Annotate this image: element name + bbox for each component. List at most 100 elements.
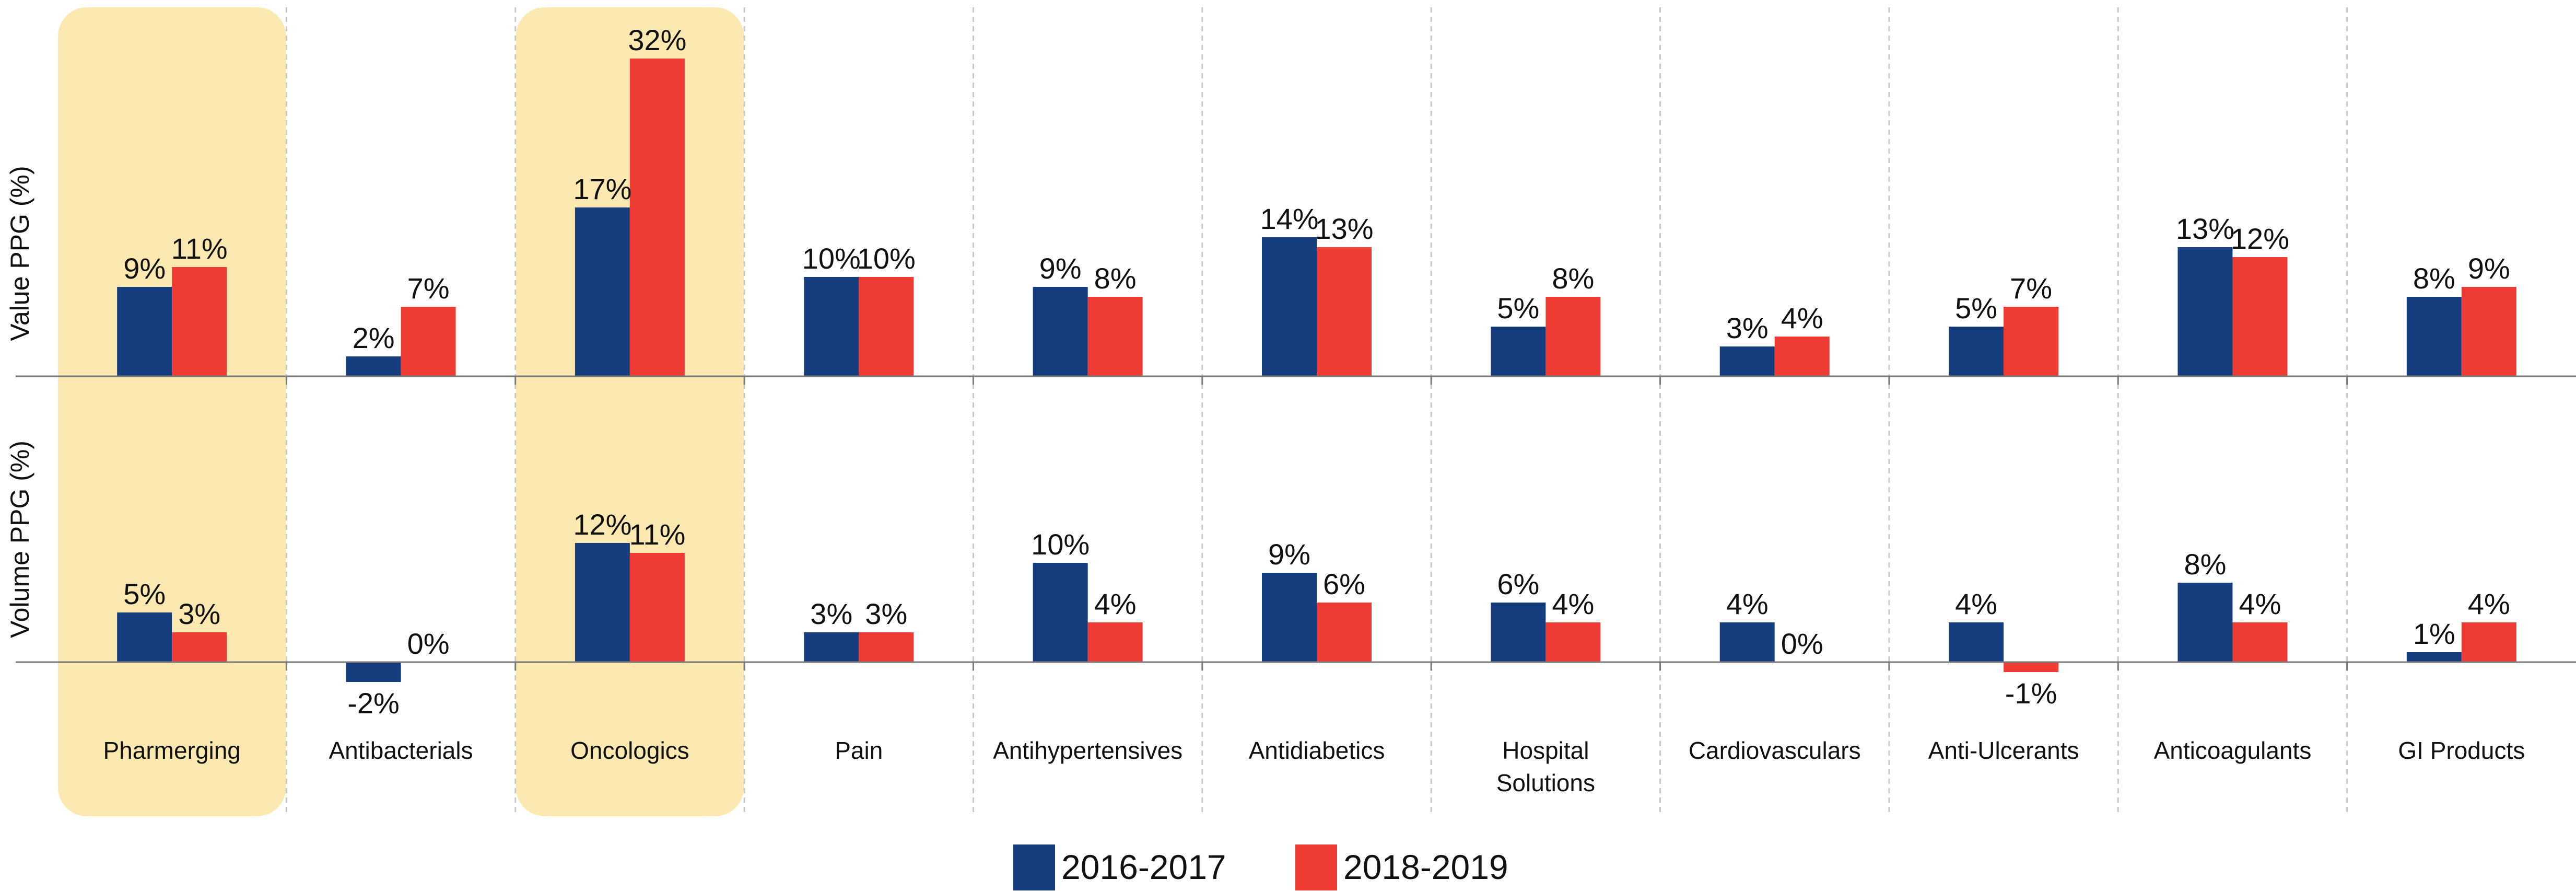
bar-volume-2016-2017-antidiabetics bbox=[1262, 573, 1317, 662]
legend-swatch-2016-2017 bbox=[1013, 844, 1055, 890]
data-label: 4% bbox=[2468, 587, 2510, 620]
bar-value-2018-2019-anticoagulants bbox=[2232, 257, 2288, 376]
category-label-cardiovasculars: Cardiovasculars bbox=[1689, 737, 1861, 764]
category-label-oncologics: Oncologics bbox=[570, 737, 689, 764]
data-label: 32% bbox=[628, 24, 686, 56]
bar-volume-2018-2019-antihypertensives bbox=[1087, 622, 1143, 662]
data-label: 8% bbox=[1094, 262, 1137, 295]
data-label: 8% bbox=[2184, 548, 2226, 581]
bar-value-2018-2019-oncologics bbox=[629, 59, 685, 376]
data-label: 5% bbox=[123, 577, 166, 610]
data-label: 12% bbox=[573, 508, 631, 541]
bar-volume-2018-2019-pharmerging bbox=[172, 632, 227, 662]
category-label-anti-ulcerants: Anti-Ulcerants bbox=[1928, 737, 2079, 764]
data-label: 7% bbox=[407, 272, 450, 305]
data-label: 10% bbox=[857, 242, 916, 275]
bar-volume-2016-2017-oncologics bbox=[575, 543, 630, 662]
bar-value-2016-2017-anti-ulcerants bbox=[1949, 327, 2004, 376]
data-label: 13% bbox=[1315, 212, 1373, 245]
data-label: -2% bbox=[347, 687, 400, 720]
bar-value-2018-2019-antibacterials bbox=[401, 307, 456, 376]
bar-volume-2016-2017-pain bbox=[804, 632, 859, 662]
data-label: 6% bbox=[1497, 568, 1539, 600]
data-label: 6% bbox=[1323, 568, 1365, 600]
bar-value-2016-2017-cardiovasculars bbox=[1719, 346, 1775, 376]
bar-volume-2016-2017-pharmerging bbox=[117, 612, 172, 662]
category-label-pain: Pain bbox=[835, 737, 883, 764]
data-label: 0% bbox=[407, 627, 450, 660]
legend-swatch-2018-2019 bbox=[1295, 844, 1337, 890]
bar-value-2018-2019-pharmerging bbox=[172, 267, 227, 376]
bar-volume-2018-2019-anti-ulcerants bbox=[2004, 662, 2059, 672]
data-label: 7% bbox=[2010, 272, 2052, 305]
data-label: 2% bbox=[353, 321, 395, 354]
legend-label-2016-2017: 2016-2017 bbox=[1061, 848, 1226, 886]
highlight-oncologics bbox=[516, 7, 744, 816]
category-label-gi-products: GI Products bbox=[2398, 737, 2525, 764]
category-label-anticoagulants: Anticoagulants bbox=[2154, 737, 2312, 764]
data-label: 4% bbox=[1781, 302, 1823, 334]
category-label-pharmerging: Pharmerging bbox=[103, 737, 241, 764]
data-label: 17% bbox=[573, 172, 631, 205]
category-label-antidiabetics: Antidiabetics bbox=[1249, 737, 1385, 764]
y-axis-label-value: Value PPG (%) bbox=[5, 166, 34, 341]
data-label: 5% bbox=[1497, 292, 1539, 325]
bar-volume-2016-2017-hospital-solutions bbox=[1491, 603, 1546, 662]
bar-value-2016-2017-antibacterials bbox=[346, 356, 401, 376]
data-label: 9% bbox=[1268, 538, 1310, 571]
data-label: 4% bbox=[1094, 587, 1137, 620]
bar-value-2016-2017-pharmerging bbox=[117, 287, 172, 376]
bar-value-2018-2019-antidiabetics bbox=[1317, 247, 1372, 376]
bar-value-2016-2017-pain bbox=[804, 277, 859, 376]
bar-volume-2016-2017-anti-ulcerants bbox=[1949, 622, 2004, 662]
bar-value-2018-2019-anti-ulcerants bbox=[2004, 307, 2059, 376]
data-label: 3% bbox=[178, 597, 220, 630]
data-label: 10% bbox=[1031, 528, 1090, 561]
data-label: 9% bbox=[1039, 252, 1082, 285]
bar-volume-2018-2019-anticoagulants bbox=[2232, 622, 2288, 662]
bar-value-2016-2017-antidiabetics bbox=[1262, 237, 1317, 376]
data-label: 3% bbox=[865, 597, 907, 630]
data-label: 11% bbox=[629, 518, 685, 551]
bar-volume-2018-2019-oncologics bbox=[629, 553, 685, 662]
data-label: 12% bbox=[2231, 222, 2289, 255]
data-label: 4% bbox=[1726, 587, 1769, 620]
highlight-pharmerging bbox=[58, 7, 286, 816]
bar-value-2018-2019-antihypertensives bbox=[1087, 297, 1143, 376]
bar-value-2016-2017-gi-products bbox=[2406, 297, 2462, 376]
bar-value-2018-2019-pain bbox=[859, 277, 914, 376]
data-label: 9% bbox=[123, 252, 166, 285]
legend-label-2018-2019: 2018-2019 bbox=[1343, 848, 1508, 886]
data-label: 8% bbox=[2413, 262, 2455, 295]
bar-value-2018-2019-gi-products bbox=[2461, 287, 2516, 376]
bar-volume-2016-2017-anticoagulants bbox=[2177, 583, 2233, 662]
bar-value-2018-2019-hospital-solutions bbox=[1545, 297, 1601, 376]
bar-volume-2018-2019-hospital-solutions bbox=[1545, 622, 1601, 662]
data-label: 1% bbox=[2413, 617, 2455, 650]
y-axis-label-volume: Volume PPG (%) bbox=[5, 441, 34, 638]
data-label: 4% bbox=[2239, 587, 2281, 620]
data-label: 8% bbox=[1552, 262, 1594, 295]
bar-volume-2018-2019-gi-products bbox=[2461, 622, 2516, 662]
data-label: 0% bbox=[1781, 627, 1823, 660]
data-label: 4% bbox=[1552, 587, 1594, 620]
data-label: 11% bbox=[171, 232, 228, 265]
category-label-hospital-solutions: Hospital Solutions bbox=[1496, 737, 1595, 796]
data-label: 10% bbox=[802, 242, 861, 275]
data-label: 5% bbox=[1955, 292, 1997, 325]
bar-value-2016-2017-antihypertensives bbox=[1033, 287, 1088, 376]
data-label: 9% bbox=[2468, 252, 2510, 285]
bar-value-2016-2017-anticoagulants bbox=[2177, 247, 2233, 376]
data-label: 3% bbox=[1726, 311, 1769, 344]
data-label: 3% bbox=[810, 597, 852, 630]
bar-value-2016-2017-oncologics bbox=[575, 207, 630, 376]
data-label: 14% bbox=[1260, 202, 1318, 235]
bar-volume-2016-2017-antihypertensives bbox=[1033, 563, 1088, 662]
bar-value-2016-2017-hospital-solutions bbox=[1491, 327, 1546, 376]
data-label: -1% bbox=[2005, 677, 2057, 710]
bar-value-2018-2019-cardiovasculars bbox=[1774, 337, 1830, 376]
category-label-antihypertensives: Antihypertensives bbox=[993, 737, 1182, 764]
data-label: 13% bbox=[2176, 212, 2234, 245]
category-label-antibacterials: Antibacterials bbox=[329, 737, 473, 764]
